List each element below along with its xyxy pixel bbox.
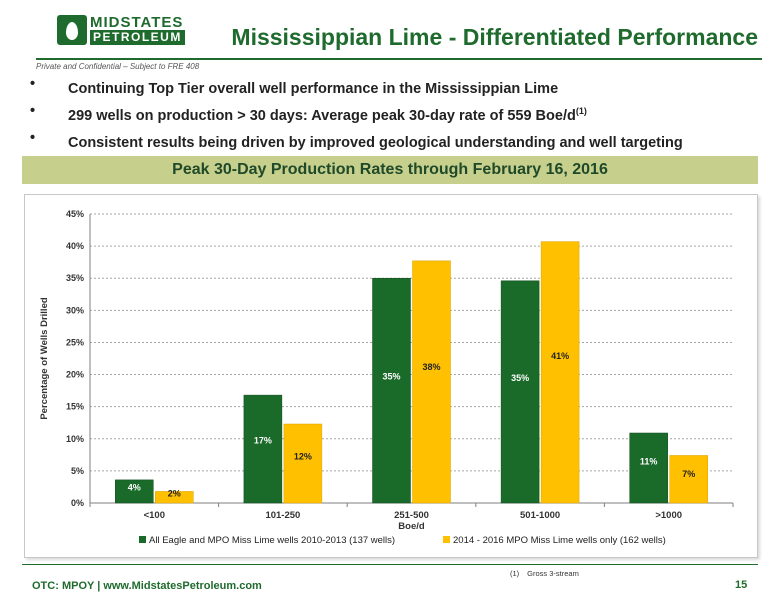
bar-series-2010-2013 — [372, 277, 411, 504]
legend-label: 2014 - 2016 MPO Miss Lime wells only (16… — [453, 535, 666, 546]
data-label: 11% — [640, 456, 658, 466]
chart-container: 0% 5% 10% 15% 20% 25% 30% 35% 40% 45% 4% 2% <100 17% 1… — [24, 194, 758, 558]
bar-series-2014-2016 — [669, 455, 708, 504]
legend-swatch — [443, 536, 450, 543]
legend-swatch — [139, 536, 146, 543]
y-axis-title: Percentage of Wells Drilled — [39, 297, 50, 420]
bar-series-2010-2013 — [243, 394, 283, 504]
x-tick-label: 251-500 — [394, 510, 429, 521]
footnote-ref: (1) — [575, 106, 587, 116]
bullet-list: • Continuing Top Tier overall well perfor… — [30, 74, 683, 155]
bar-series-2014-2016 — [540, 241, 580, 504]
data-label: 35% — [511, 373, 529, 383]
data-label: 17% — [254, 436, 272, 446]
data-label: 4% — [128, 482, 141, 492]
data-label: 12% — [294, 452, 312, 462]
bullet-text: Continuing Top Tier overall well perform… — [68, 80, 559, 97]
data-label: 2% — [168, 489, 181, 499]
footnote-text: Gross 3-stream — [527, 569, 579, 578]
company-logo: MIDSTATES PETROLEUM — [57, 13, 187, 51]
bullet-text: Consistent results being driven by impro… — [68, 134, 683, 151]
data-label: 41% — [551, 351, 569, 361]
y-tick-label: 0% — [71, 498, 84, 508]
bullet-item: • Consistent results being driven by impr… — [30, 130, 683, 151]
y-tick-label: 15% — [66, 402, 84, 412]
y-tick-label: 10% — [66, 434, 84, 444]
bullet-text: 299 wells on production > 30 days: Avera… — [68, 107, 576, 124]
bar-series-2010-2013 — [500, 280, 540, 504]
y-tick-label: 30% — [66, 305, 84, 315]
data-label: 35% — [382, 371, 400, 381]
x-tick-label: >1000 — [655, 510, 682, 521]
oil-drop-icon — [57, 15, 87, 45]
x-tick-label: 101-250 — [265, 510, 300, 521]
slide-title: Mississippian Lime - Differentiated Perf… — [231, 24, 758, 50]
bullet-item: • Continuing Top Tier overall well perfor… — [30, 76, 559, 97]
logo-word-top: MIDSTATES — [90, 14, 184, 31]
y-tick-label: 40% — [66, 241, 84, 251]
bar-series-2010-2013 — [629, 432, 668, 504]
bar-series-2014-2016 — [283, 423, 323, 504]
y-tick-label: 20% — [66, 370, 84, 380]
x-tick-label: 501-1000 — [520, 510, 560, 521]
y-tick-label: 45% — [66, 209, 84, 219]
chart-banner: Peak 30-Day Production Rates through Feb… — [22, 156, 758, 184]
y-tick-label: 25% — [66, 337, 84, 347]
data-label: 7% — [682, 469, 695, 479]
y-tick-label: 5% — [71, 466, 84, 476]
x-axis-title: Boe/d — [398, 521, 425, 532]
page-number: 15 — [735, 579, 748, 591]
bar-series-2010-2013 — [115, 479, 154, 504]
bar-series-2014-2016 — [155, 491, 194, 504]
bullet-item: • 299 wells on production > 30 days: Aver… — [30, 103, 587, 124]
footnote: (1) Gross 3-stream — [510, 569, 579, 578]
footnote-number: (1) — [510, 569, 520, 578]
bar-chart: 0% 5% 10% 15% 20% 25% 30% 35% 40% 45% 4% 2% <100 17% 1… — [39, 209, 734, 546]
logo-word-bottom: PETROLEUM — [90, 30, 185, 45]
legend-label: All Eagle and MPO Miss Lime wells 2010-2… — [149, 535, 395, 546]
confidential-notice: Private and Confidential – Subject to FR… — [36, 62, 200, 71]
title-divider — [36, 58, 762, 60]
footer-divider — [22, 564, 758, 565]
x-tick-label: <100 — [144, 510, 165, 521]
bar-series-2014-2016 — [412, 260, 451, 504]
y-tick-label: 35% — [66, 273, 84, 283]
footer-text: OTC: MPOY | www.MidstatesPetroleum.com — [32, 580, 262, 592]
data-label: 38% — [422, 362, 440, 372]
